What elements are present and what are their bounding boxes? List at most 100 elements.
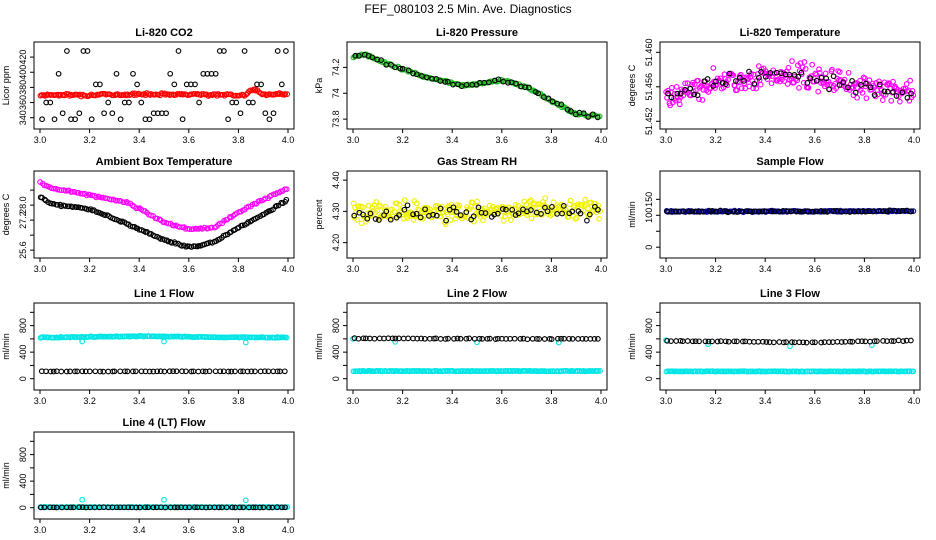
x-tick-label: 3.2 [396, 396, 409, 406]
data-point [369, 54, 376, 61]
x-tick-label: 3.0 [34, 135, 47, 145]
data-point [696, 208, 703, 215]
data-point [845, 69, 852, 76]
data-point [363, 218, 369, 225]
x-tick-label: 3.8 [232, 264, 245, 274]
data-point [566, 335, 572, 342]
data-point [430, 211, 436, 218]
data-point [569, 336, 576, 342]
data-point [125, 504, 131, 511]
data-point [41, 196, 48, 203]
y-axis-label: degrees C [1, 193, 11, 235]
data-point [70, 504, 77, 511]
data-point [900, 85, 907, 92]
x-tick-label: 3.0 [660, 264, 673, 274]
y-tick-label: 4.20 [331, 234, 341, 252]
x-tick-label: 3.2 [396, 135, 409, 145]
data-point [512, 202, 519, 208]
y-tick-label: 800 [18, 447, 28, 462]
data-point [456, 202, 463, 209]
data-point [526, 198, 533, 205]
x-tick-label: 3.4 [446, 135, 459, 145]
data-point [895, 87, 901, 93]
data-point [879, 97, 886, 103]
data-point [849, 78, 855, 84]
data-point [124, 200, 131, 206]
data-point [266, 116, 273, 123]
data-point [410, 211, 416, 218]
data-point [780, 339, 787, 346]
x-tick-label: 3.0 [347, 396, 360, 406]
data-point [392, 335, 399, 342]
chart-title: Line 4 (LT) Flow [123, 417, 206, 429]
data-point [505, 79, 511, 86]
y-tick-label: 340 [18, 110, 28, 125]
data-point [113, 70, 120, 77]
data-point [494, 210, 501, 217]
data-point [154, 368, 161, 375]
data-point [880, 338, 886, 344]
data-point [770, 339, 777, 346]
data-point [383, 208, 390, 215]
series-black [664, 337, 914, 346]
data-point [136, 205, 143, 211]
data-point [270, 110, 277, 117]
data-point [171, 222, 177, 229]
data-point [175, 48, 182, 54]
data-point [228, 368, 235, 375]
x-tick-label: 3.2 [709, 396, 722, 406]
data-point [818, 339, 825, 346]
data-point [475, 204, 482, 211]
data-point [63, 368, 70, 375]
data-point [212, 368, 219, 375]
data-point [511, 335, 518, 342]
data-point [221, 48, 227, 54]
data-point [838, 339, 845, 345]
data-point [205, 225, 211, 232]
x-tick-label: 3.8 [858, 396, 871, 406]
chart-title: Ambient Box Temperature [96, 156, 233, 168]
data-point [186, 504, 193, 511]
series-black [37, 504, 288, 511]
data-point [420, 213, 427, 220]
data-point [79, 368, 86, 375]
data-point [796, 85, 802, 91]
data-point [580, 110, 587, 117]
data-point [812, 339, 818, 346]
figure-title: FEF_080103 2.5 Min. Ave. Diagnostics [364, 2, 572, 16]
data-point [526, 84, 532, 91]
data-point [702, 338, 709, 345]
data-point [859, 338, 865, 345]
data-point [884, 88, 891, 95]
data-point [544, 208, 551, 215]
data-point [677, 90, 684, 97]
data-point [768, 208, 774, 215]
data-point [376, 203, 382, 210]
data-point [875, 91, 881, 98]
data-point [376, 217, 382, 223]
data-point [826, 86, 832, 93]
data-point [883, 208, 890, 215]
data-point [687, 85, 694, 92]
data-point [718, 338, 724, 344]
x-tick-label: 3.2 [396, 264, 409, 274]
data-point [372, 216, 379, 222]
data-point [725, 209, 731, 216]
series-cyan [79, 338, 249, 346]
data-point [573, 214, 580, 221]
data-point [463, 335, 470, 342]
data-point [801, 59, 808, 65]
data-point [695, 77, 701, 84]
data-point [847, 338, 853, 345]
data-point [724, 82, 730, 89]
data-point [595, 206, 601, 213]
data-point [734, 338, 740, 345]
data-point [138, 99, 145, 106]
data-point [823, 78, 830, 85]
data-point [722, 81, 729, 87]
data-point [443, 217, 449, 224]
data-point [800, 339, 807, 346]
x-tick-label: 3.2 [709, 264, 722, 274]
data-point [759, 208, 765, 215]
plot-frame [659, 41, 921, 130]
